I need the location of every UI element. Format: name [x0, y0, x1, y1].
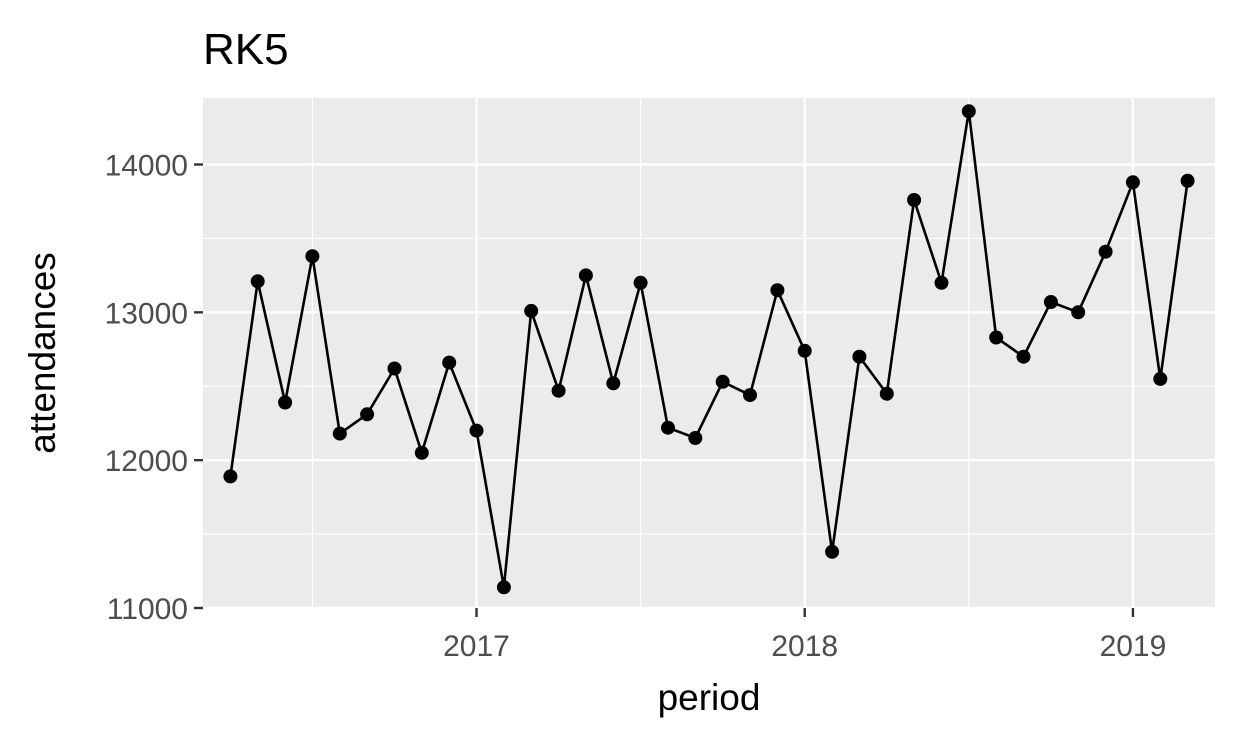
x-tick-label: 2017: [443, 630, 510, 663]
data-point: [1153, 371, 1168, 386]
data-point: [797, 343, 812, 358]
data-point: [1180, 173, 1195, 188]
y-axis-title: attendances: [22, 252, 63, 454]
y-tick-label: 13000: [105, 297, 188, 330]
series-layer: [223, 104, 1195, 595]
axes: 11000 12000 13000 14000 2017 2018 2019: [105, 150, 1167, 663]
data-point: [223, 469, 238, 484]
data-point: [332, 426, 347, 441]
data-point: [551, 383, 566, 398]
data-point: [496, 580, 511, 595]
data-point: [250, 274, 265, 289]
data-point: [442, 355, 457, 370]
data-point: [743, 388, 757, 403]
data-point: [852, 349, 867, 364]
data-point: [661, 420, 675, 435]
data-point: [469, 423, 484, 438]
data-point: [1043, 295, 1058, 309]
y-tick-label: 12000: [105, 445, 188, 478]
data-point: [879, 386, 894, 401]
data-point: [715, 374, 730, 389]
data-point: [934, 275, 949, 290]
data-point: [1098, 244, 1113, 259]
data-point: [961, 104, 976, 119]
data-point: [825, 544, 840, 559]
minor-gridlines: [203, 98, 1215, 608]
data-point: [305, 249, 320, 264]
data-point: [688, 431, 703, 445]
y-tick-label: 11000: [107, 593, 188, 626]
data-point: [1125, 175, 1140, 190]
data-point: [524, 303, 539, 318]
plot-panel: [203, 98, 1215, 608]
x-tick-label: 2018: [771, 630, 838, 663]
data-point: [1071, 305, 1086, 320]
data-point: [770, 283, 785, 298]
data-point: [907, 193, 922, 207]
data-point: [633, 275, 648, 290]
data-point: [1016, 349, 1031, 364]
data-point: [360, 407, 375, 422]
data-point: [414, 445, 429, 460]
y-tick-label: 14000: [105, 150, 188, 183]
data-point: [606, 376, 621, 391]
data-point: [578, 268, 593, 283]
series-line: [229, 110, 1189, 589]
x-tick-label: 2019: [1100, 630, 1167, 663]
x-axis-title: period: [658, 677, 761, 718]
chart-title: RK5: [203, 25, 289, 74]
data-point: [278, 395, 293, 410]
data-point: [989, 330, 1004, 345]
data-point: [387, 361, 402, 376]
